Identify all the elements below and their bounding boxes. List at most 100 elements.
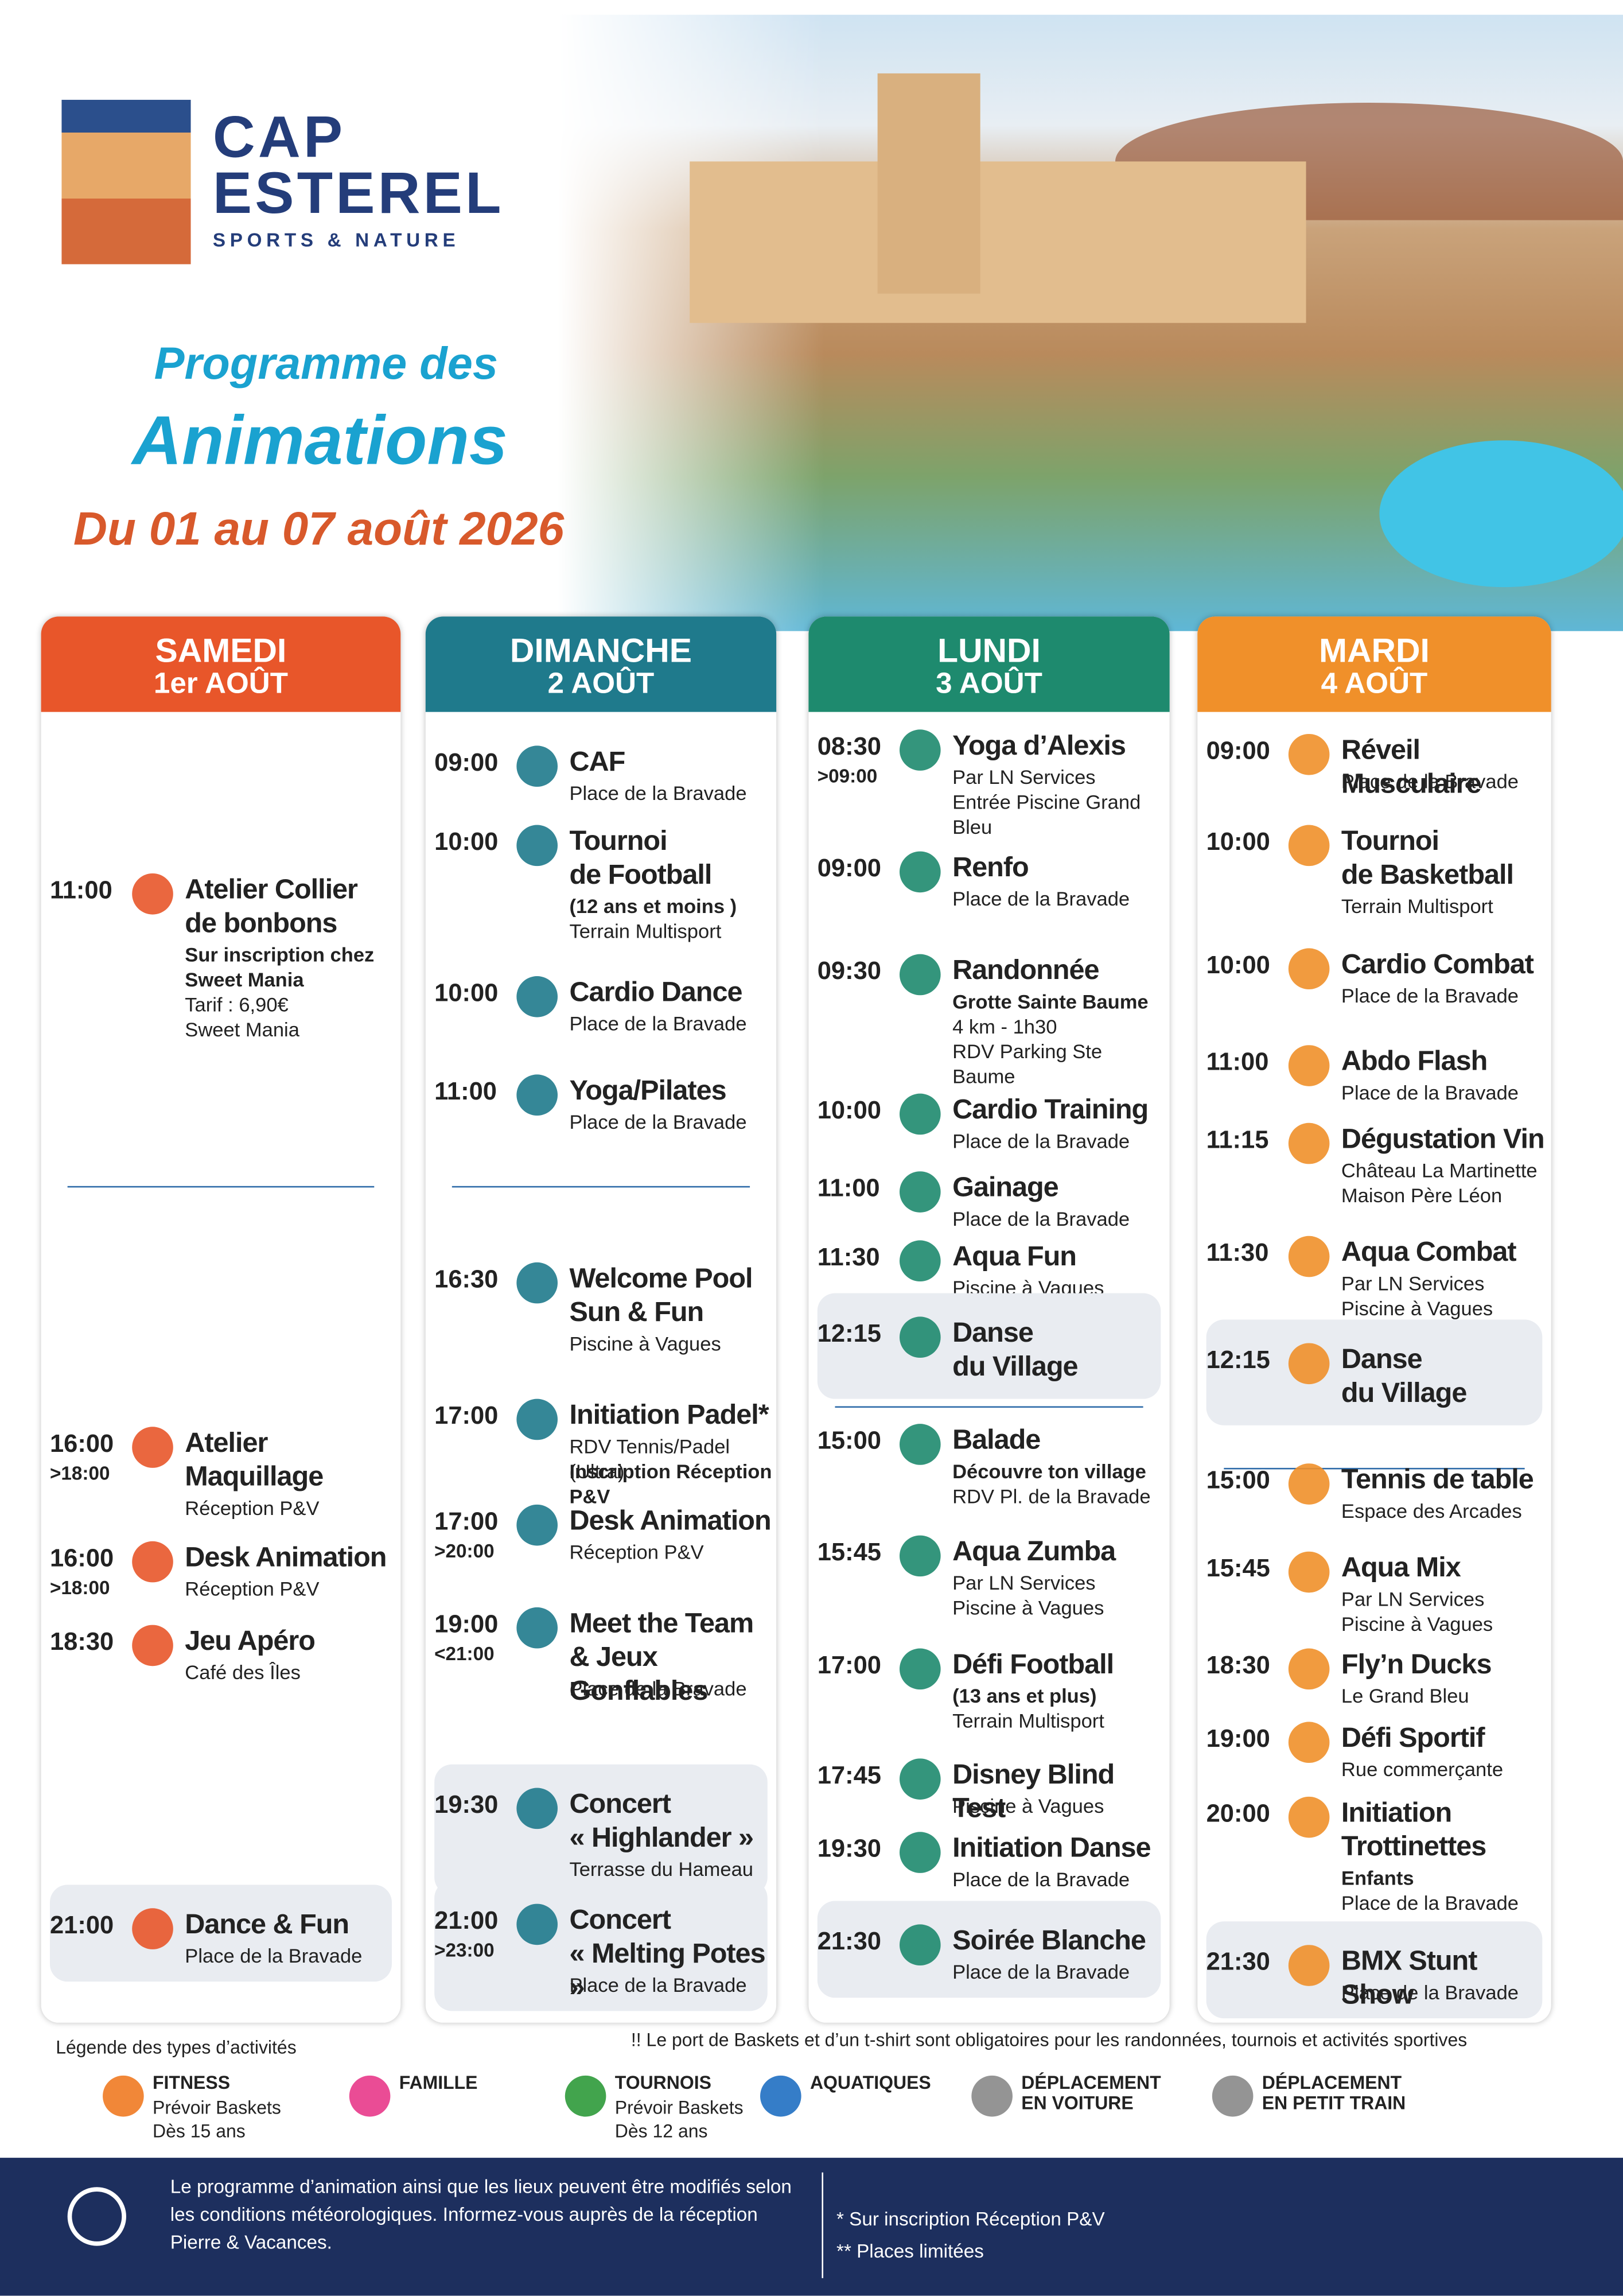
info-icon (67, 2187, 126, 2246)
event-detail: Place de la Bravade (952, 1208, 1130, 1230)
event-detail: Café des Îles (185, 1661, 301, 1684)
event-icon (899, 954, 941, 996)
event-end-time: >18:00 (49, 1576, 110, 1599)
event-end-time: >18:00 (49, 1462, 110, 1485)
event-time: 11:00 (434, 1077, 497, 1106)
event-time: 09:30 (817, 957, 881, 985)
highlight-box (1206, 1319, 1543, 1425)
event-time: 21:00 (49, 1911, 114, 1939)
event-end-time: >23:00 (434, 1938, 495, 1961)
day-date: 3 AOÛT (936, 667, 1042, 701)
event-icon (899, 851, 941, 893)
day-name: MARDI (1319, 631, 1430, 670)
event-title: Aqua Combat (1341, 1237, 1517, 1269)
legend-label: AQUATIQUES (809, 2072, 931, 2093)
event-detail: Rue commerçante (1341, 1758, 1504, 1781)
event-title: CAF (569, 747, 625, 778)
event-time: 17:45 (817, 1761, 881, 1790)
legend-icon (1212, 2075, 1254, 2117)
period: Du 01 au 07 août 2026 (73, 502, 565, 555)
event-detail: Maison Père Léon (1341, 1184, 1503, 1207)
event-title: Réveil Musculaire (1341, 735, 1482, 801)
event-detail: Tarif : 6,90€ (185, 993, 289, 1016)
photo-building (690, 161, 1306, 323)
highlight-box (817, 1293, 1161, 1399)
event-icon (516, 1504, 558, 1546)
event-time: 08:30 (817, 732, 881, 760)
event-detail: Place de la Bravade (952, 888, 1130, 910)
event-icon (1288, 1236, 1330, 1277)
event-detail: Place de la Bravade (569, 1677, 747, 1700)
event-icon (132, 873, 173, 915)
event-icon (516, 1398, 558, 1440)
tagline: SPORTS & NATURE (212, 229, 460, 251)
event-detail: Place de la Bravade (952, 1130, 1130, 1152)
event-icon (1288, 1343, 1330, 1385)
event-detail: Place de la Bravade (1341, 985, 1519, 1007)
event-time: 12:15 (1206, 1346, 1270, 1374)
event-end-time: >09:00 (817, 764, 878, 787)
legend-label: FAMILLE (399, 2072, 478, 2093)
event-detail: (13 ans et plus) (952, 1685, 1097, 1707)
event-time: 11:30 (817, 1243, 880, 1272)
event-icon (516, 1262, 558, 1304)
event-time: 17:00 (434, 1507, 499, 1536)
event-title: Atelier Maquillage (185, 1428, 324, 1493)
event-time: 15:00 (817, 1427, 881, 1455)
event-title: Aqua Mix (1341, 1553, 1461, 1584)
event-title: BMX Stunt Show (1341, 1946, 1478, 2011)
event-detail: Grotte Sainte Baume (952, 990, 1149, 1013)
legend-icon (971, 2075, 1013, 2117)
legend-label: TOURNOIS (614, 2072, 711, 2093)
event-detail: Place de la Bravade (1341, 1082, 1519, 1104)
day-header: LUNDI 3 AOÛT (808, 616, 1170, 712)
event-title: Initiation Trottinettes (1341, 1798, 1486, 1863)
event-time: 17:00 (817, 1651, 881, 1680)
logo-image (61, 99, 191, 265)
event-detail: Entrée Piscine Grand Bleu (952, 791, 1141, 838)
event-time: 09:00 (1206, 737, 1270, 765)
event-detail: Piscine à Vagues (569, 1332, 721, 1355)
day-header: DIMANCHE 2 AOÛT (425, 616, 777, 712)
event-title: Desk Animation (569, 1506, 771, 1537)
event-detail: Par LN Services (1341, 1272, 1485, 1295)
event-detail: Place de la Bravade (952, 1868, 1130, 1891)
legend-label: DÉPLACEMENT EN VOITURE (1021, 2072, 1161, 2114)
event-time: 19:00 (1206, 1724, 1270, 1753)
event-title: Initiation Danse (952, 1833, 1151, 1864)
event-icon (1288, 1945, 1330, 1986)
event-detail: Sur inscription chez Sweet Mania (185, 943, 375, 991)
footer-divider (822, 2172, 823, 2278)
event-icon (899, 729, 941, 771)
event-icon (132, 1427, 173, 1468)
event-title: Danse du Village (952, 1318, 1078, 1383)
event-icon (899, 1832, 941, 1873)
event-time: 19:00 (434, 1610, 499, 1638)
event-detail: RDV Tennis/Padel (Ultra) (569, 1435, 730, 1483)
event-icon (1288, 733, 1330, 775)
event-time: 10:00 (434, 979, 499, 1007)
event-time: 12:15 (817, 1319, 881, 1348)
event-time: 11:15 (1206, 1125, 1269, 1154)
event-title: Concert « Melting Potes » (569, 1905, 765, 2004)
event-detail: Terrain Multisport (569, 920, 722, 943)
event-end-time: >20:00 (434, 1540, 495, 1562)
event-title: Welcome Pool Sun & Fun (569, 1264, 753, 1328)
event-detail: Piscine à Vagues (952, 1795, 1104, 1817)
event-icon (899, 1240, 941, 1282)
event-time: 09:00 (434, 748, 499, 777)
event-detail: Place de la Bravade (569, 1111, 747, 1133)
event-detail: Terrasse du Hameau (569, 1858, 754, 1881)
legend-icon (565, 2075, 606, 2117)
event-time: 18:30 (49, 1627, 114, 1656)
event-detail: Par LN Services (1341, 1588, 1485, 1611)
event-time: 18:30 (1206, 1651, 1270, 1680)
event-time: 19:30 (434, 1790, 499, 1819)
event-time: 11:00 (817, 1174, 880, 1202)
event-detail: Espace des Arcades (1341, 1500, 1522, 1522)
event-title: Soirée Blanche (952, 1925, 1146, 1957)
event-detail: Le Grand Bleu (1341, 1685, 1469, 1707)
footer-note: * Sur inscription Réception P&V (836, 2208, 1105, 2230)
event-icon (899, 1424, 941, 1465)
